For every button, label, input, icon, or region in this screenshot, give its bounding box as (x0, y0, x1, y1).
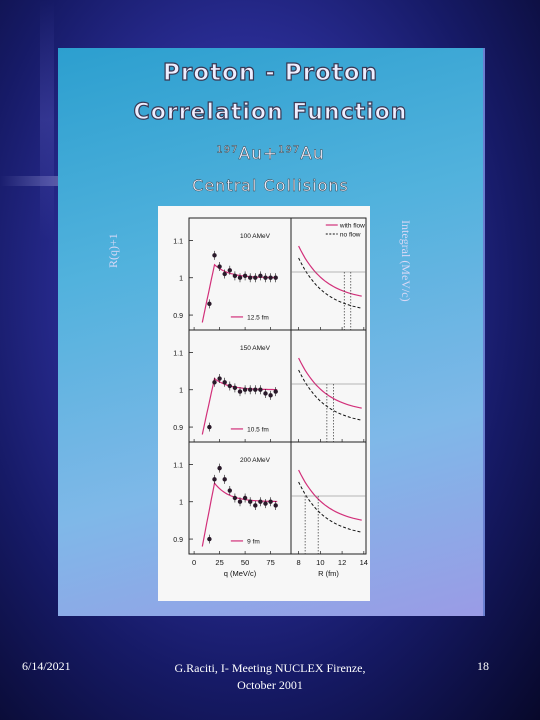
no-flow-curve (298, 257, 362, 309)
with-flow-curve (298, 357, 362, 409)
data-point (207, 301, 212, 307)
y-tick-label: 1.1 (173, 238, 183, 245)
panel-energy-label: 200 AMeV (240, 457, 271, 464)
x-tick-label: 12 (338, 558, 346, 567)
panel-radius-label: 12.5 fm (247, 314, 269, 321)
data-point (227, 268, 232, 273)
panel-radius-label: 10.5 fm (247, 426, 269, 433)
data-point (268, 499, 273, 504)
y-tick-label: 1 (179, 276, 183, 283)
data-point (222, 477, 227, 482)
data-point (217, 264, 222, 269)
y-tick-label: 0.9 (173, 425, 183, 432)
data-point (273, 503, 278, 508)
no-flow-curve (298, 369, 362, 421)
data-point (207, 536, 212, 542)
data-point (237, 499, 243, 504)
y-tick-label: 0.9 (173, 313, 183, 320)
data-point (258, 387, 263, 392)
data-point (222, 271, 227, 277)
with-flow-curve (298, 245, 362, 297)
data-point (263, 275, 268, 280)
data-point (258, 273, 263, 279)
data-point (212, 380, 217, 385)
data-point (248, 387, 253, 392)
data-point (248, 499, 253, 504)
data-point (237, 275, 243, 280)
footer-date: 6/14/2021 (22, 659, 71, 673)
data-point (232, 495, 238, 501)
data-point (268, 275, 273, 280)
panel-radius-label: 9 fm (247, 538, 260, 545)
x-tick-label: 8 (297, 558, 301, 567)
reaction-el-2: Au (300, 144, 325, 164)
data-point (263, 501, 268, 506)
data-point (232, 273, 238, 279)
footer-center: G.Raciti, I- Meeting NUCLEX Firenze, Oct… (174, 661, 366, 692)
x-tick-label: 50 (241, 558, 249, 567)
no-flow-curve (298, 481, 362, 533)
left-x-axis-label: q (MeV/c) (224, 569, 257, 578)
reaction-label: 197Au+197Au (58, 144, 483, 164)
data-point (263, 391, 268, 396)
data-point (222, 380, 227, 385)
data-point (242, 495, 248, 501)
data-point (253, 503, 258, 508)
x-tick-label: 75 (266, 558, 274, 567)
y-tick-label: 1 (179, 388, 183, 395)
right-axis-label: Integral (MeV/c) (399, 220, 413, 302)
title-line-2: Correlation Function (133, 99, 408, 125)
data-point (258, 499, 263, 504)
data-point (207, 424, 212, 430)
data-point (217, 376, 222, 381)
slide-image: Proton - Proton Correlation Function 197… (58, 48, 485, 616)
y-tick-label: 1.1 (173, 350, 183, 357)
data-point (227, 383, 232, 389)
background-streak (0, 176, 62, 186)
subtitle: Central Collisions (192, 176, 349, 195)
x-tick-label: 25 (215, 558, 223, 567)
page-number: 18 (477, 659, 489, 673)
data-point (253, 275, 258, 280)
y-tick-label: 1.1 (173, 462, 183, 469)
data-point (237, 389, 243, 394)
theory-curve (201, 481, 278, 547)
with-flow-curve (298, 469, 362, 521)
legend-with-flow: with flow (339, 223, 365, 230)
y-tick-label: 0.9 (173, 537, 183, 544)
legend-no-flow: no flow (340, 232, 361, 239)
left-axis-label: R(q)+1 (106, 233, 120, 268)
background-streak (40, 0, 54, 240)
data-point (212, 253, 217, 258)
data-point (242, 387, 248, 392)
right-panel-frame (290, 441, 367, 555)
right-x-axis-label: R (fm) (318, 569, 339, 578)
data-point (268, 393, 273, 398)
x-tick-label: 0 (192, 558, 196, 567)
title-line-1: Proton - Proton (162, 59, 378, 86)
data-point (212, 477, 217, 482)
y-tick-label: 1 (179, 500, 183, 507)
data-point (217, 465, 222, 471)
panel-energy-label: 100 AMeV (240, 233, 271, 240)
reaction-sup-1: 197 (216, 144, 239, 156)
data-point (253, 387, 258, 392)
data-point (242, 273, 248, 279)
data-point (227, 488, 232, 493)
data-point (232, 385, 238, 391)
x-tick-label: 10 (316, 558, 324, 567)
data-point (273, 275, 278, 280)
data-point (248, 275, 253, 280)
reaction-sup-2: 197 (278, 144, 301, 156)
reaction-el-1: Au+ (238, 144, 279, 164)
panel-energy-label: 150 AMeV (240, 345, 271, 352)
data-point (273, 389, 278, 394)
x-tick-label: 14 (360, 558, 368, 567)
right-panel-frame (290, 329, 367, 443)
